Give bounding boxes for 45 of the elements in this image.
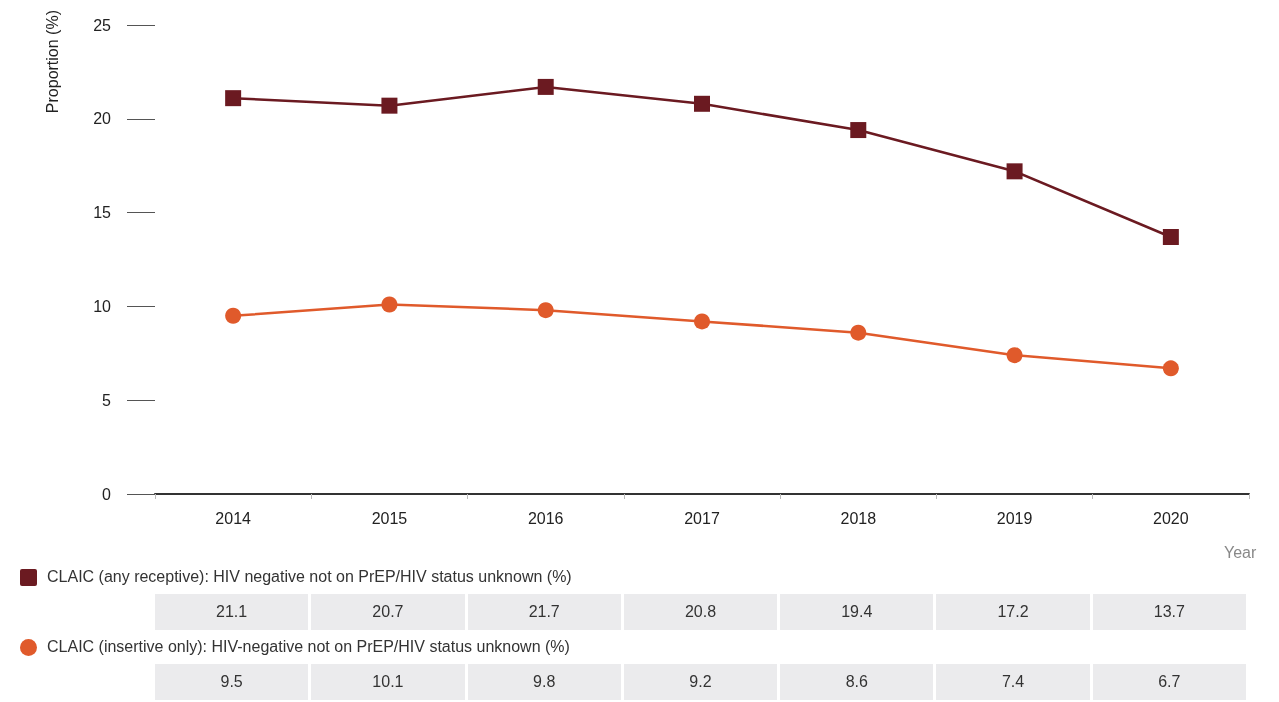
point (537, 302, 554, 319)
point (381, 97, 398, 114)
point (1162, 228, 1179, 245)
y-tick-label: 5 (102, 391, 112, 409)
y-tick-label: 15 (93, 204, 112, 222)
point (537, 78, 554, 95)
point (225, 90, 242, 107)
point (850, 324, 867, 341)
x-tick-label: 2017 (684, 509, 720, 527)
data-label: 19.4 (780, 594, 934, 630)
data-label: 9.2 (623, 664, 778, 700)
data-label: 6.7 (1092, 664, 1246, 700)
y-tick-label: 25 (93, 16, 112, 34)
data-label: 10.1 (311, 664, 465, 700)
data-label: 9.8 (467, 664, 621, 700)
y-tick-label: 10 (93, 297, 112, 315)
data-label: 20.8 (623, 594, 778, 630)
x-tick-label: 2015 (371, 509, 408, 527)
data-label: 20.7 (311, 594, 465, 630)
legend-label: CLAIC (insertive only): HIV-negative not on PrEP/HIV status unknown (%) (47, 638, 570, 656)
data-label: 21.1 (155, 594, 309, 630)
point (850, 122, 867, 139)
x-axis-title: Year (1224, 543, 1257, 561)
data-label: 7.4 (936, 664, 1090, 700)
data-label: 17.2 (936, 594, 1090, 630)
x-tick-label: 2020 (1153, 509, 1189, 527)
point (694, 313, 710, 330)
data-label: 13.7 (1092, 594, 1246, 630)
point (225, 307, 242, 324)
y-tick-label: 0 (102, 485, 112, 503)
x-tick-label: 2016 (527, 509, 564, 527)
data-label: 21.7 (467, 594, 621, 630)
legend-label: CLAIC (any receptive): HIV negative not on PrEP/HIV status unknown (%) (47, 568, 572, 586)
y-axis-title: Proportion (%) (43, 10, 61, 114)
y-tick-label: 20 (93, 110, 112, 128)
point (1006, 347, 1023, 364)
x-tick-label: 2014 (215, 509, 252, 527)
data-label: 9.5 (155, 664, 309, 700)
point (1162, 360, 1179, 377)
x-tick-label: 2018 (840, 509, 877, 527)
x-tick-label: 2019 (996, 509, 1033, 527)
point (694, 95, 710, 112)
point (381, 296, 398, 313)
data-label: 8.6 (780, 664, 934, 700)
point (1006, 163, 1023, 180)
